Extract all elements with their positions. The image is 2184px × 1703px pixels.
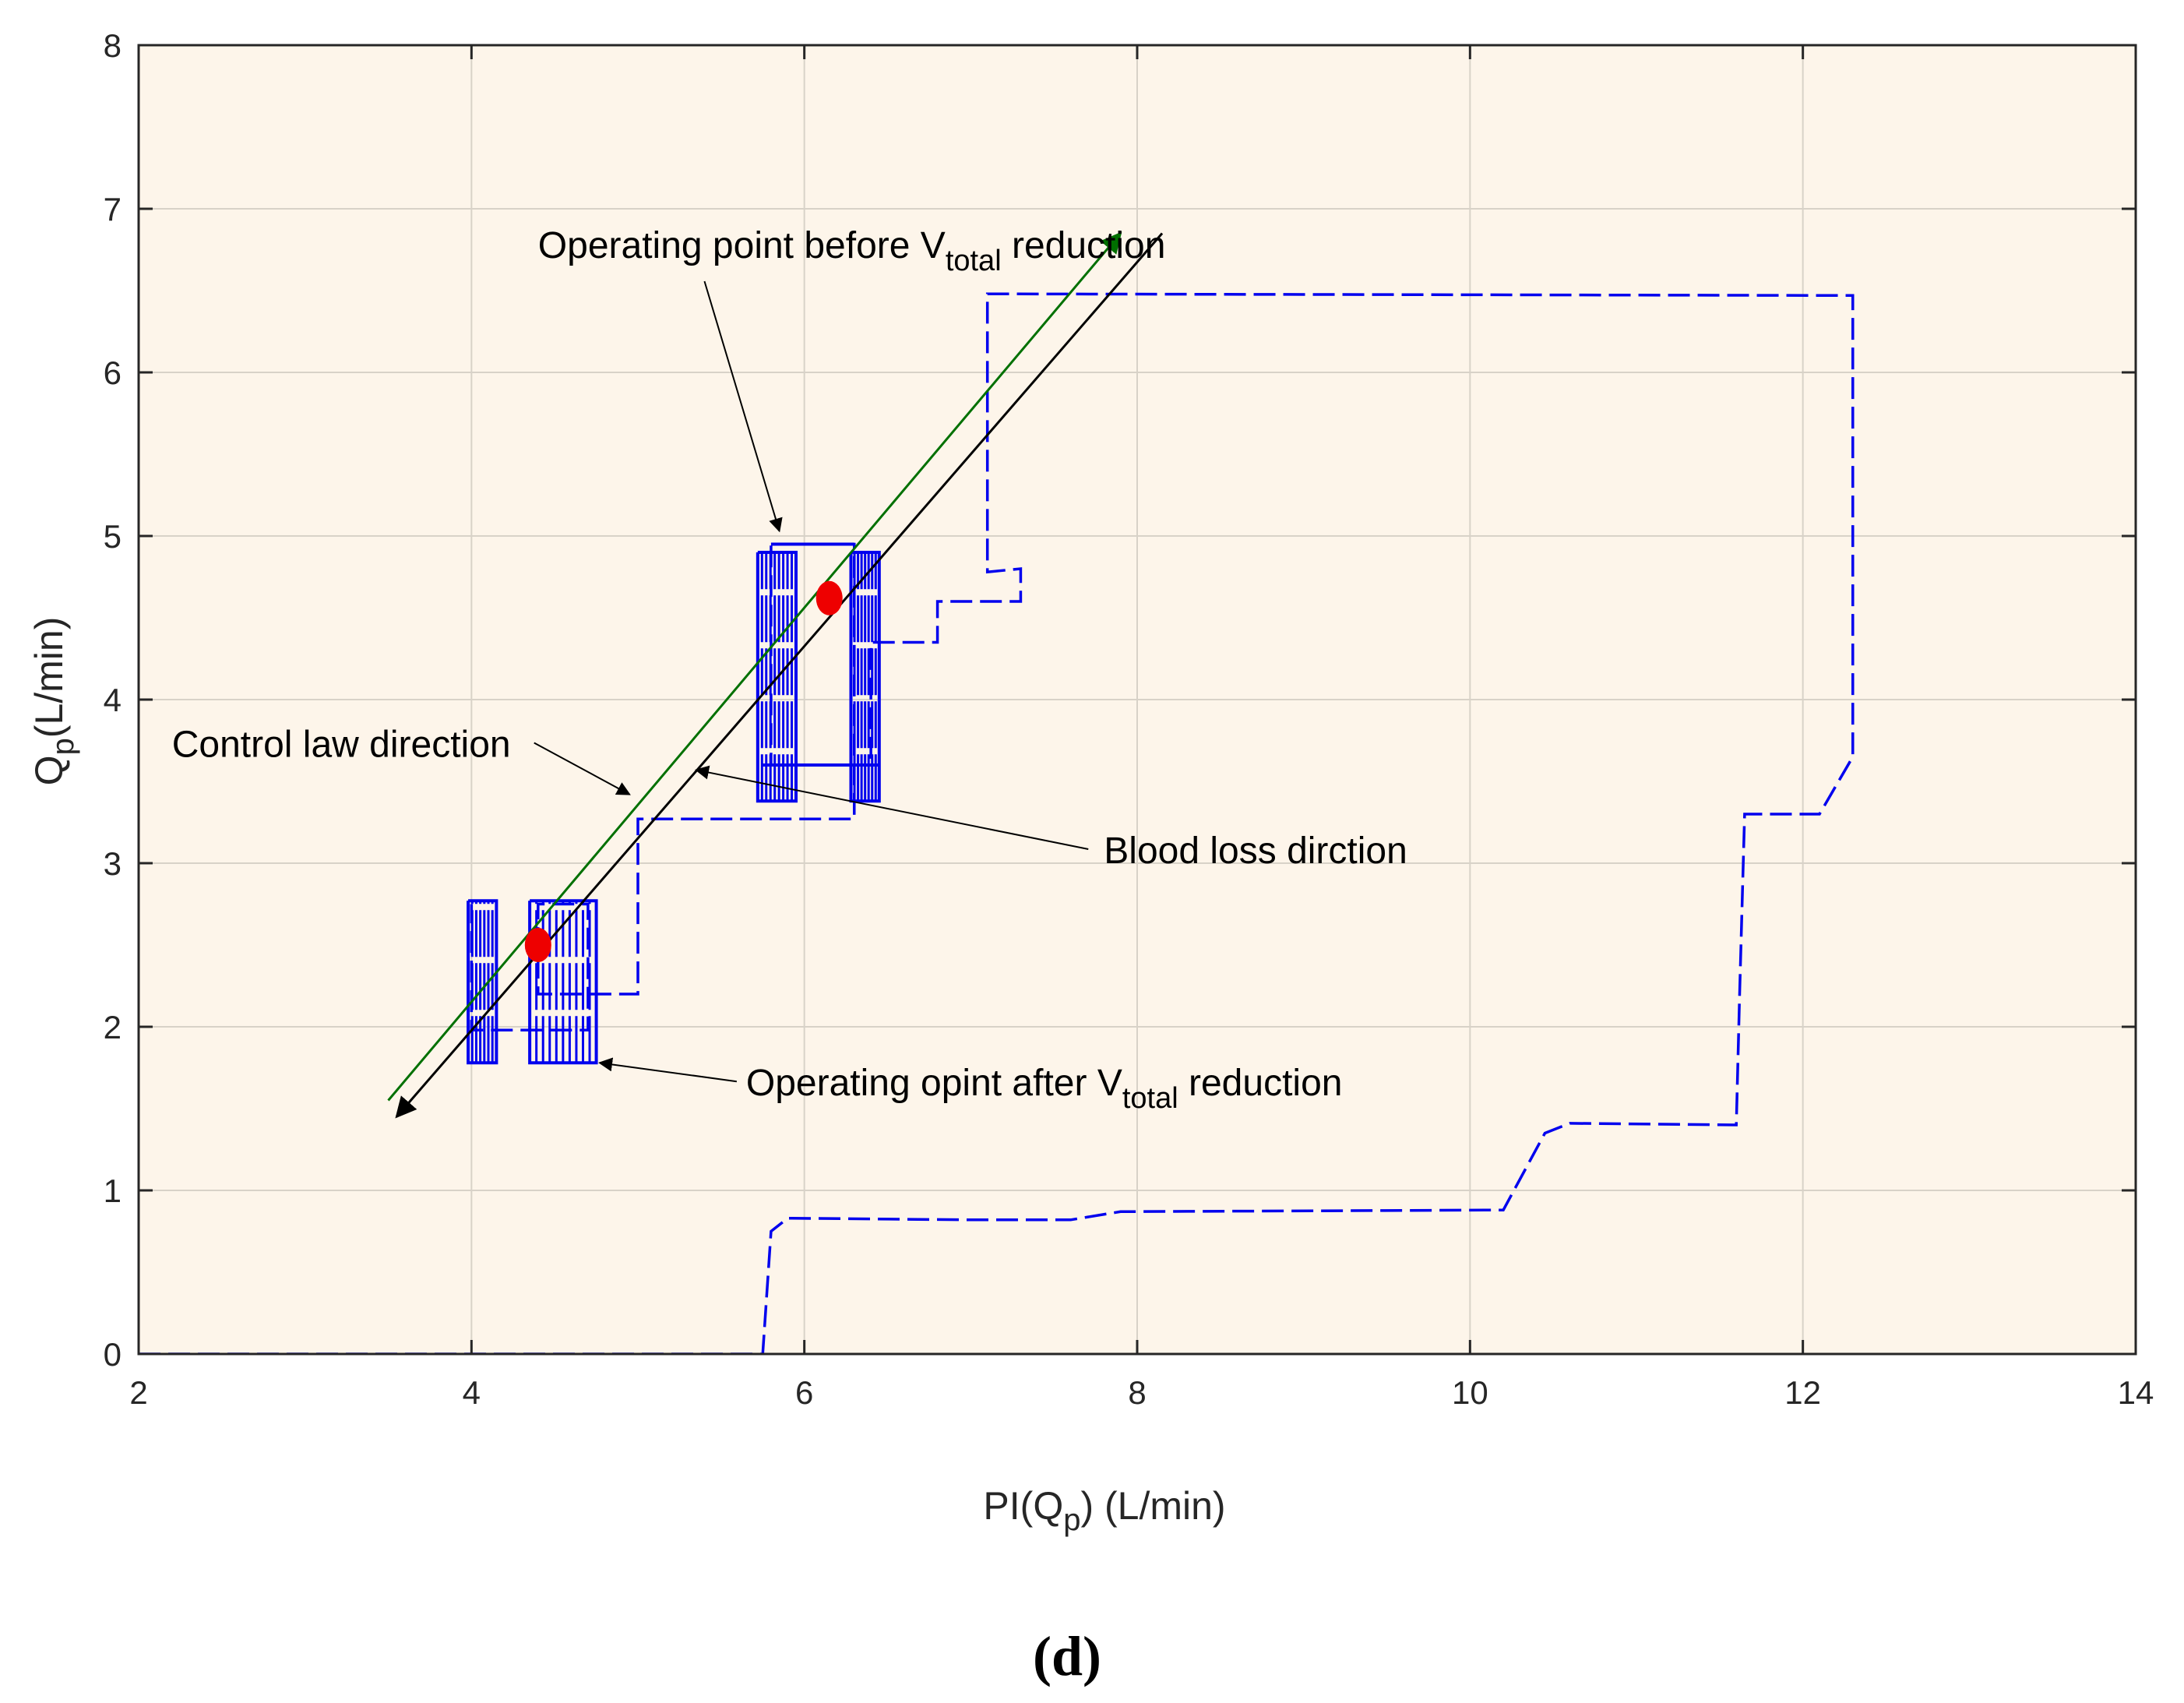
oscillation-envelope bbox=[849, 551, 881, 803]
oscillation-envelope bbox=[528, 899, 598, 1065]
x-tick-label: 14 bbox=[2118, 1374, 2154, 1411]
operating-point-after bbox=[524, 928, 551, 962]
annotation-before-sub: total bbox=[946, 245, 1002, 277]
oscillation-envelope bbox=[756, 551, 798, 803]
annotation-bloodloss-text: Blood loss dirction bbox=[1104, 830, 1407, 872]
annotation-after: Operating opint after Vtotal reduction bbox=[746, 1063, 1343, 1115]
y-tick-label: 1 bbox=[104, 1172, 122, 1209]
cluster-after-left bbox=[467, 899, 498, 1065]
annotation-after-tail: reduction bbox=[1178, 1063, 1343, 1104]
x-tick-label: 2 bbox=[129, 1374, 147, 1411]
y-tick-label: 6 bbox=[104, 354, 122, 391]
annotation-control-text: Control law direction bbox=[172, 725, 511, 766]
annotation-control: Control law direction bbox=[172, 725, 511, 766]
panel-label: (d) bbox=[1033, 1625, 1101, 1687]
annotation-before-text: Operating point before V bbox=[538, 225, 946, 266]
annotation-before-tail: reduction bbox=[1002, 225, 1166, 266]
x-tick-label: 4 bbox=[463, 1374, 481, 1411]
x-axis-label: PI(Qp) (L/min) bbox=[983, 1484, 1225, 1537]
cluster-before-right bbox=[849, 551, 881, 803]
data-layer bbox=[139, 231, 1855, 1354]
cluster-after-right bbox=[528, 899, 598, 1065]
annotation-before: Operating point before Vtotal reduction bbox=[538, 225, 1166, 277]
annotations: Operating point before Vtotal reductionC… bbox=[172, 225, 1407, 1115]
blood-loss-line bbox=[395, 232, 1164, 1119]
y-axis-label: Qp(L/min) bbox=[27, 617, 80, 786]
annotation-after-arrow bbox=[598, 1057, 738, 1083]
trajectory-series bbox=[139, 292, 1855, 1354]
y-tick-label: 5 bbox=[104, 518, 122, 555]
y-tick-label: 3 bbox=[104, 845, 122, 882]
annotation-before-arrow bbox=[703, 280, 783, 533]
x-tick-label: 12 bbox=[1784, 1374, 1821, 1411]
y-tick-label: 0 bbox=[104, 1336, 122, 1373]
y-tick-label: 2 bbox=[104, 1009, 122, 1045]
oscillation-envelope bbox=[467, 899, 498, 1065]
control-law-line bbox=[387, 231, 1122, 1102]
annotation-control-arrow bbox=[534, 742, 631, 795]
y-tick-label: 7 bbox=[104, 191, 122, 227]
y-tick-label: 4 bbox=[104, 682, 122, 718]
x-tick-label: 10 bbox=[1452, 1374, 1488, 1411]
annotation-bloodloss-arrow bbox=[695, 765, 1089, 850]
annotation-bloodloss: Blood loss dirction bbox=[1104, 830, 1407, 872]
x-tick-label: 6 bbox=[795, 1374, 813, 1411]
y-tick-label: 8 bbox=[104, 27, 122, 64]
annotation-after-text: Operating opint after V bbox=[746, 1063, 1122, 1104]
operating-point-before bbox=[815, 580, 843, 615]
annotation-after-sub: total bbox=[1122, 1082, 1178, 1115]
x-tick-label: 8 bbox=[1128, 1374, 1146, 1411]
